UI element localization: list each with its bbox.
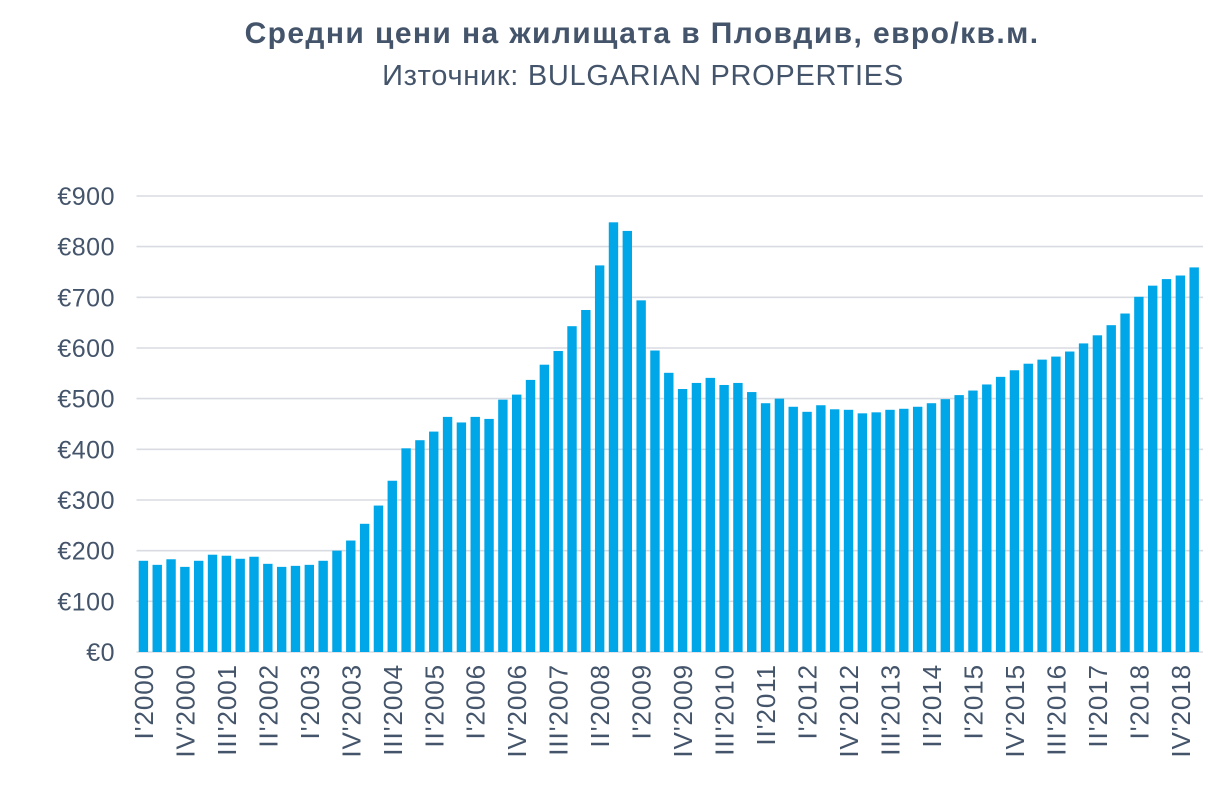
svg-text:IV'2012: IV'2012 <box>834 664 864 758</box>
svg-text:€0: €0 <box>86 639 115 667</box>
svg-text:IV'2006: IV'2006 <box>502 664 532 758</box>
svg-text:€900: €900 <box>57 183 115 211</box>
svg-text:III'2013: III'2013 <box>876 664 906 756</box>
svg-text:II'2017: II'2017 <box>1083 664 1113 748</box>
svg-text:IV'2009: IV'2009 <box>668 664 698 758</box>
svg-text:I'2009: I'2009 <box>627 664 657 739</box>
svg-text:I'2006: I'2006 <box>461 664 491 739</box>
svg-text:III'2010: III'2010 <box>710 664 740 756</box>
svg-text:I'2015: I'2015 <box>958 664 988 739</box>
svg-text:III'2016: III'2016 <box>1041 664 1071 756</box>
svg-text:€100: €100 <box>57 588 115 616</box>
svg-text:€700: €700 <box>57 284 115 312</box>
svg-text:III'2007: III'2007 <box>544 664 574 756</box>
svg-text:IV'2018: IV'2018 <box>1166 664 1196 758</box>
svg-text:II'2008: II'2008 <box>585 664 615 748</box>
svg-text:€800: €800 <box>57 234 115 262</box>
svg-text:€600: €600 <box>57 335 115 363</box>
svg-text:III'2001: III'2001 <box>212 664 242 756</box>
svg-text:I'2000: I'2000 <box>129 664 159 739</box>
svg-text:€300: €300 <box>57 487 115 515</box>
svg-text:II'2002: II'2002 <box>253 664 283 748</box>
svg-text:I'2018: I'2018 <box>1124 664 1154 739</box>
svg-text:I'2012: I'2012 <box>793 664 823 739</box>
svg-text:II'2011: II'2011 <box>751 664 781 746</box>
svg-text:II'2005: II'2005 <box>419 664 449 748</box>
svg-text:II'2014: II'2014 <box>917 664 947 748</box>
svg-text:€200: €200 <box>57 538 115 566</box>
svg-text:IV'2015: IV'2015 <box>1000 664 1030 758</box>
svg-text:€400: €400 <box>57 436 115 464</box>
svg-text:I'2003: I'2003 <box>295 664 325 739</box>
svg-text:IV'2003: IV'2003 <box>336 664 366 758</box>
svg-text:IV'2000: IV'2000 <box>170 664 200 758</box>
svg-text:III'2004: III'2004 <box>378 664 408 756</box>
svg-text:€500: €500 <box>57 386 115 414</box>
